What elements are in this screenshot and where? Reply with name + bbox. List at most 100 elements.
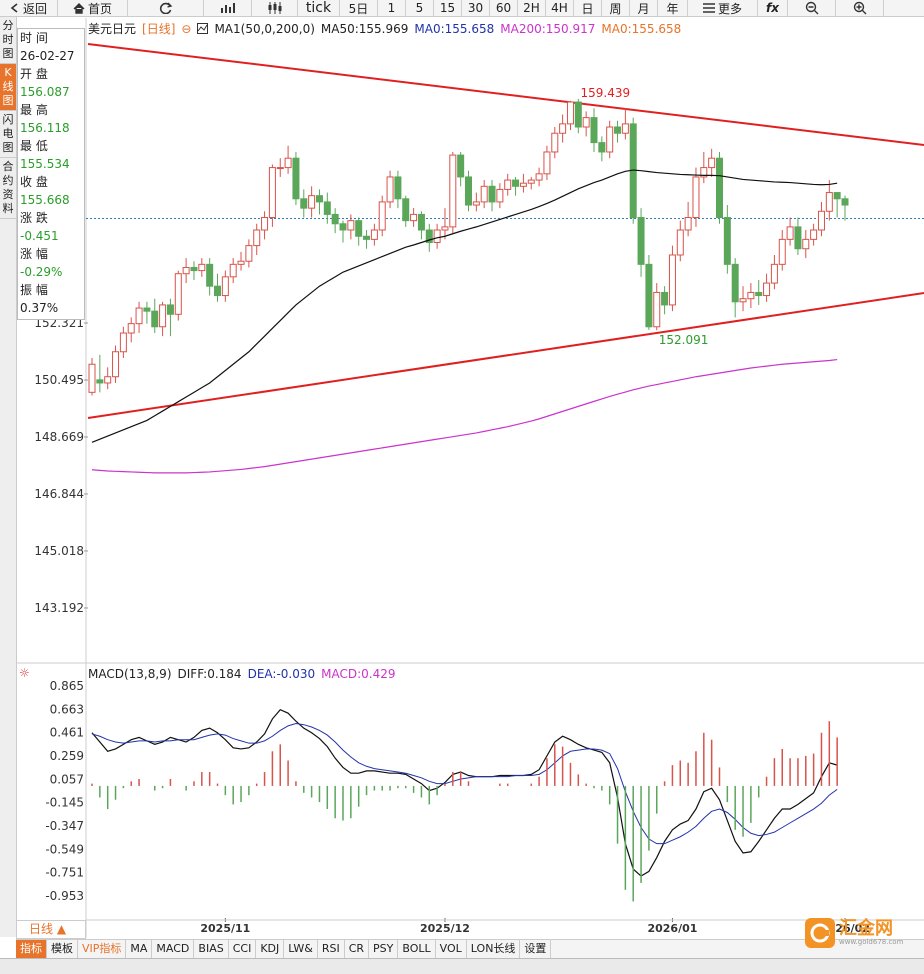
indicator-tabs: 指标 模板 VIP指标 MA MACD BIAS CCI KDJ LW& RSI CR PSY BOLL… [16,939,924,958]
candle-body [700,167,708,178]
price-axis-label: 143.192 [34,601,84,615]
indicator-tab-13[interactable]: VOL [436,940,467,958]
indicator-tab-0[interactable]: 指标 [16,940,47,958]
formula-button[interactable]: fx [758,0,788,16]
period-button-1[interactable]: 1 [378,0,406,16]
settings-icon[interactable]: ⊖ [181,21,192,36]
period-button-4[interactable]: 30 [462,0,490,16]
bar-chart-icon [220,3,235,13]
indicator-tab-14[interactable]: LON长线 [467,940,521,958]
indicator-tab-2[interactable]: VIP指标 [78,940,127,958]
candle-body [739,298,747,303]
candle-body [668,254,676,306]
sidebar-tab-3[interactable]: 合约资料 [0,158,16,219]
price-axis-label: 150.495 [34,373,84,387]
period-button-9[interactable]: 周 [602,0,630,16]
indicator-tab-12[interactable]: BOLL [398,940,436,958]
pct-label: 涨 幅 [20,247,48,261]
fx-label: fx [766,1,779,15]
indicator-tab-9[interactable]: RSI [318,940,345,958]
low-label: 最 低 [20,139,48,153]
candle-body [355,220,363,237]
sidebar-tab-1[interactable]: K线图 [0,64,16,111]
indicator-tab-3[interactable]: MA [126,940,153,958]
candle-body [825,192,833,212]
period-buttons: 5日 1 5 15 30 60 2H 4H 日周月年 [340,0,688,16]
candle-body [363,235,371,240]
macd-axis-label: 0.461 [50,726,84,740]
home-icon [73,2,85,14]
back-label: 返回 [22,1,47,16]
candle-body [519,182,527,187]
indicator-tab-15[interactable]: 设置 [520,940,552,958]
macd-settings-icon[interactable]: ☼ [19,666,30,680]
period-button-2[interactable]: 5 [406,0,434,16]
candle-body [433,229,441,243]
candle-body [786,226,794,240]
tick-button[interactable]: tick [298,0,340,16]
candle-body [331,213,339,225]
dif-line [91,708,838,877]
period-button-5[interactable]: 60 [490,0,518,16]
period-button-3[interactable]: 15 [434,0,462,16]
home-button[interactable]: 首页 [58,0,128,16]
tick-label: tick [305,0,332,16]
macd-axis-label: -0.347 [45,819,84,833]
macd-axis-label: 0.259 [50,749,84,763]
more-label: 更多 [717,1,742,16]
candle-body [504,179,512,190]
bar-chart-button[interactable] [204,0,252,16]
price-axis-label: 145.018 [34,544,84,558]
indicator-tab-4[interactable]: MACD [152,940,195,958]
sidebar-tab-0[interactable]: 分时图 [0,17,16,64]
period-button-6[interactable]: 2H [518,0,546,16]
indicator-tab-10[interactable]: CR [345,940,370,958]
home-label: 首页 [87,1,112,16]
price-axis-label: 148.669 [34,430,84,444]
macd-name: MACD(13,8,9) [88,667,172,681]
indicator-tab-11[interactable]: PSY [369,940,399,958]
candle-body [708,157,716,169]
amp-label: 振 幅 [20,283,48,297]
period-button-8[interactable]: 日 [574,0,602,16]
indicator-tab-5[interactable]: BIAS [194,940,229,958]
period-button-11[interactable]: 年 [658,0,688,16]
ma50-line [91,169,838,443]
candle-body [716,157,723,219]
candle-body [559,123,567,134]
back-button[interactable]: 返回 [0,0,58,16]
candle-body [566,101,574,125]
period-button-7[interactable]: 4H [546,0,574,16]
toolbar: 返回 首页 tick 5日 1 5 15 30 60 2H 4H 日周月年 更多 fx [0,0,924,17]
indicator-icon[interactable] [197,23,209,34]
candle-body [261,217,269,231]
refresh-button[interactable] [128,0,204,16]
candle-chart-button[interactable] [252,0,298,16]
more-button[interactable]: 更多 [688,0,758,16]
amp-value: 0.37% [20,301,59,315]
logo-sub: www.gold678.com [839,937,904,946]
candle-body [614,126,622,134]
candle-body [417,213,425,231]
candlestick-icon [268,2,281,14]
indicator-tab-1[interactable]: 模板 [47,940,78,958]
zoom-out-button[interactable] [788,0,836,16]
low-annotation: 152.091 [659,333,709,347]
macd-axis-label: 0.663 [50,702,84,716]
indicator-tab-7[interactable]: KDJ [256,940,285,958]
candle-body [778,238,786,265]
candle-body [315,195,323,203]
period-selector[interactable]: 日线 ▲ [16,920,86,939]
zoom-out-icon [805,1,818,15]
period-button-10[interactable]: 月 [630,0,658,16]
candle-body [723,217,731,265]
indicator-tab-6[interactable]: CCI [229,940,257,958]
period-button-0[interactable]: 5日 [340,0,378,16]
candle-body [190,266,198,272]
sidebar-tab-2[interactable]: 闪电图 [0,111,16,158]
zoom-in-button[interactable] [836,0,884,16]
ma200-line [91,358,838,474]
indicator-tab-8[interactable]: LW& [284,940,318,958]
candle-body [535,173,543,181]
